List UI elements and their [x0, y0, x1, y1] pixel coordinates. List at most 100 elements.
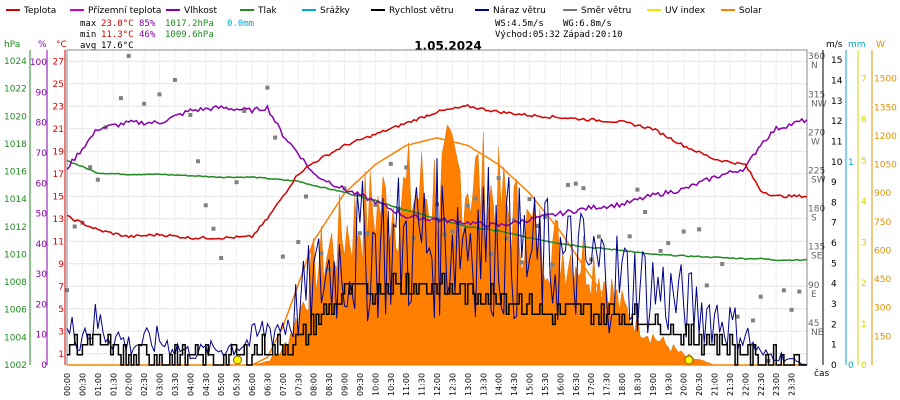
stat-max-rain: 0.0mm — [227, 19, 254, 29]
solar-unit: W — [876, 40, 885, 50]
wind-dir-point — [303, 194, 308, 199]
press-tick: 1004 — [4, 333, 27, 343]
legend-label: Srážky — [320, 6, 351, 16]
speed-tick: 2 — [831, 320, 837, 330]
press-tick: 1016 — [4, 168, 27, 178]
dir-name-tick: N — [811, 61, 818, 71]
chart-axes: hPa% °C1002100410061008101010121014101610… — [4, 40, 897, 396]
hum-tick: 40 — [36, 240, 48, 250]
x-tick: 13:30 — [479, 373, 488, 396]
x-tick: 03:30 — [171, 373, 180, 396]
speed-tick: 12 — [831, 117, 842, 127]
temp-tick: 21 — [53, 125, 64, 135]
wind-dir-point — [596, 234, 601, 239]
speed-tick: 3 — [831, 300, 837, 310]
wind-dir-point — [797, 289, 802, 294]
wind-dir-point — [234, 180, 239, 185]
wind-dir-point — [789, 307, 794, 312]
uv-tick: 3 — [861, 238, 867, 248]
x-tick: 19:30 — [664, 373, 673, 396]
solar-tick: 150 — [874, 332, 891, 342]
wind-dir-point — [535, 223, 540, 228]
hum-tick: 80 — [36, 119, 48, 129]
x-tick: 15:00 — [526, 373, 535, 396]
x-tick: 11:00 — [402, 373, 411, 396]
wind-dir-point — [735, 314, 740, 319]
solar-tick: 750 — [874, 218, 891, 228]
sunset-marker — [684, 355, 694, 365]
x-tick: 05:30 — [233, 373, 242, 396]
temp-tick: 15 — [53, 192, 64, 202]
press-tick: 1018 — [4, 140, 27, 150]
legend-label: Náraz větru — [493, 6, 546, 16]
stat-min-press: 1009.6hPa — [165, 30, 214, 40]
x-tick: 06:30 — [263, 373, 272, 396]
temp-tick: 5 — [58, 305, 64, 315]
dir-name-tick: S — [811, 214, 817, 224]
temp-tick: 1 — [58, 350, 64, 360]
legend-label: Solar — [739, 6, 762, 16]
legend-label: Tlak — [257, 6, 278, 16]
hum-tick: 100 — [30, 58, 47, 68]
wind-dir-point — [188, 113, 193, 118]
temp-tick: 13 — [53, 215, 64, 225]
hum-tick: 0 — [41, 361, 47, 371]
wind-gust-line — [66, 158, 808, 366]
uv-tick: 0 — [861, 361, 867, 371]
solar-tick: 900 — [874, 189, 891, 199]
x-tick: 14:00 — [495, 373, 504, 396]
x-tick: 13:00 — [464, 373, 473, 396]
stat-avg-label: avg — [80, 41, 96, 51]
press-tick: 1020 — [4, 112, 27, 122]
dir-deg-tick: 90 — [808, 281, 820, 291]
wind-dir-point — [504, 236, 509, 241]
dir-name-tick: NE — [811, 328, 824, 338]
wind-dir-point — [751, 318, 756, 323]
speed-tick: 8 — [831, 198, 837, 208]
temp-tick: 7 — [58, 282, 64, 292]
speed-tick: 6 — [831, 239, 837, 249]
x-tick: 11:30 — [418, 373, 427, 396]
stat-max-hum: 85% — [139, 19, 156, 29]
temp-tick: 19 — [53, 147, 65, 157]
temp-tick: 25 — [53, 80, 64, 90]
wind-dir-point — [118, 96, 123, 101]
solar-theoretical-line — [67, 137, 807, 366]
press-tick: 1006 — [4, 306, 27, 316]
wind-dir-point — [635, 187, 640, 192]
wind-dir-point — [196, 159, 201, 164]
wind-dir-point — [550, 262, 555, 267]
speed-tick: 15 — [831, 56, 842, 66]
temp-unit: °C — [56, 40, 67, 50]
speed-tick: 11 — [831, 137, 842, 147]
solar-tick: 600 — [874, 246, 891, 256]
x-tick: 01:00 — [94, 373, 103, 396]
temp-tick: 3 — [58, 327, 64, 337]
wind-dir-point — [704, 283, 709, 288]
stat-min-hum: 46% — [139, 30, 156, 40]
uv-tick: 6 — [861, 116, 867, 126]
wind-dir-point — [581, 186, 586, 191]
x-tick: 21:00 — [711, 373, 720, 396]
press-tick: 1010 — [4, 250, 27, 260]
solar-tick: 1350 — [874, 103, 897, 113]
wind-dir-point — [319, 251, 324, 256]
wind-dir-point — [496, 176, 501, 181]
x-tick: 16:30 — [572, 373, 581, 396]
x-tick: 14:30 — [510, 373, 519, 396]
x-tick: 08:30 — [325, 373, 334, 396]
x-tick: 22:30 — [757, 373, 766, 396]
uv-tick: 5 — [861, 156, 867, 166]
dir-deg-tick: 45 — [808, 319, 819, 329]
speed-tick: 13 — [831, 97, 842, 107]
x-tick: 20:30 — [695, 373, 704, 396]
x-tick: 16:00 — [556, 373, 565, 396]
wind-dir-point — [643, 209, 648, 214]
wind-dir-point — [172, 77, 177, 82]
press-tick: 1014 — [4, 195, 27, 205]
speed-tick: 14 — [831, 76, 843, 86]
x-tick: 17:00 — [587, 373, 596, 396]
wind-dir-point — [280, 254, 285, 259]
x-tick: 06:00 — [248, 373, 257, 396]
x-tick: 10:00 — [371, 373, 380, 396]
